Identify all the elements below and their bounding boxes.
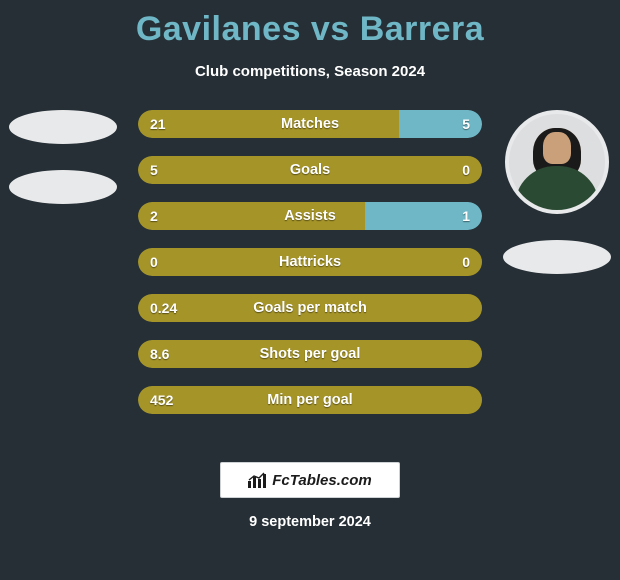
stat-row: 0.24Goals per match <box>138 294 482 322</box>
stat-label: Matches <box>138 116 482 132</box>
stat-value-right: 1 <box>462 208 470 224</box>
brand-badge: FcTables.com <box>220 462 400 498</box>
stat-value-right: 0 <box>462 254 470 270</box>
stat-label: Min per goal <box>138 392 482 408</box>
stat-row: 21Matches5 <box>138 110 482 138</box>
stat-label: Hattricks <box>138 254 482 270</box>
comparison-panel: 21Matches55Goals02Assists10Hattricks00.2… <box>0 110 620 440</box>
bar-chart-icon <box>248 472 266 488</box>
brand-text: FcTables.com <box>272 472 371 489</box>
player-right-column <box>500 110 620 274</box>
stat-label: Assists <box>138 208 482 224</box>
player-left-avatar-placeholder <box>9 110 117 144</box>
stat-label: Shots per goal <box>138 346 482 362</box>
stats-bars: 21Matches55Goals02Assists10Hattricks00.2… <box>138 110 482 414</box>
player-right-flag-placeholder <box>503 240 611 274</box>
page-title: Gavilanes vs Barrera <box>0 0 620 49</box>
stat-row: 8.6Shots per goal <box>138 340 482 368</box>
stat-value-right: 0 <box>462 162 470 178</box>
player-left-column <box>0 110 120 204</box>
stat-value-right: 5 <box>462 116 470 132</box>
stat-row: 2Assists1 <box>138 202 482 230</box>
stat-row: 0Hattricks0 <box>138 248 482 276</box>
stat-label: Goals <box>138 162 482 178</box>
subtitle: Club competitions, Season 2024 <box>0 63 620 80</box>
footer-date: 9 september 2024 <box>0 514 620 530</box>
stat-label: Goals per match <box>138 300 482 316</box>
stat-row: 452Min per goal <box>138 386 482 414</box>
stat-row: 5Goals0 <box>138 156 482 184</box>
player-left-flag-placeholder <box>9 170 117 204</box>
player-right-avatar <box>505 110 609 214</box>
